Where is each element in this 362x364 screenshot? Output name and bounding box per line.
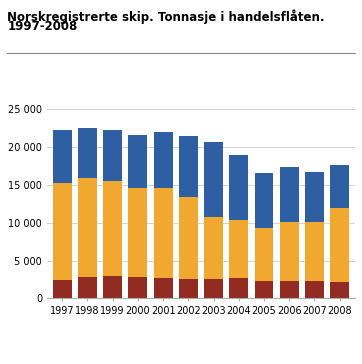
Bar (204, 217, 223, 279)
Text: 1997-2008: 1997-2008 (7, 20, 77, 33)
Bar (179, 279, 198, 298)
Bar (330, 165, 349, 207)
Bar (129, 277, 147, 298)
Bar (305, 222, 324, 281)
Bar (103, 130, 122, 181)
Bar (53, 280, 72, 298)
Bar (229, 278, 248, 298)
Bar (254, 173, 273, 229)
Bar (229, 155, 248, 221)
Bar (53, 183, 72, 280)
Bar (330, 282, 349, 298)
Bar (53, 130, 72, 183)
Bar (229, 221, 248, 278)
Bar (153, 278, 173, 298)
Bar (78, 128, 97, 178)
Bar (280, 281, 299, 298)
Bar (330, 207, 349, 282)
Bar (129, 188, 147, 277)
Bar (103, 276, 122, 298)
Bar (179, 136, 198, 197)
Bar (204, 279, 223, 298)
Bar (305, 281, 324, 298)
Bar (254, 281, 273, 298)
Bar (129, 135, 147, 188)
Bar (78, 178, 97, 277)
Bar (179, 197, 198, 279)
Bar (280, 167, 299, 222)
Bar (305, 172, 324, 222)
Bar (204, 142, 223, 217)
Bar (103, 181, 122, 276)
Bar (153, 188, 173, 278)
Bar (153, 132, 173, 188)
Bar (254, 229, 273, 281)
Bar (78, 277, 97, 298)
Bar (280, 222, 299, 281)
Text: Norskregistrerte skip. Tonnasje i handelsflåten.: Norskregistrerte skip. Tonnasje i handel… (7, 9, 325, 24)
